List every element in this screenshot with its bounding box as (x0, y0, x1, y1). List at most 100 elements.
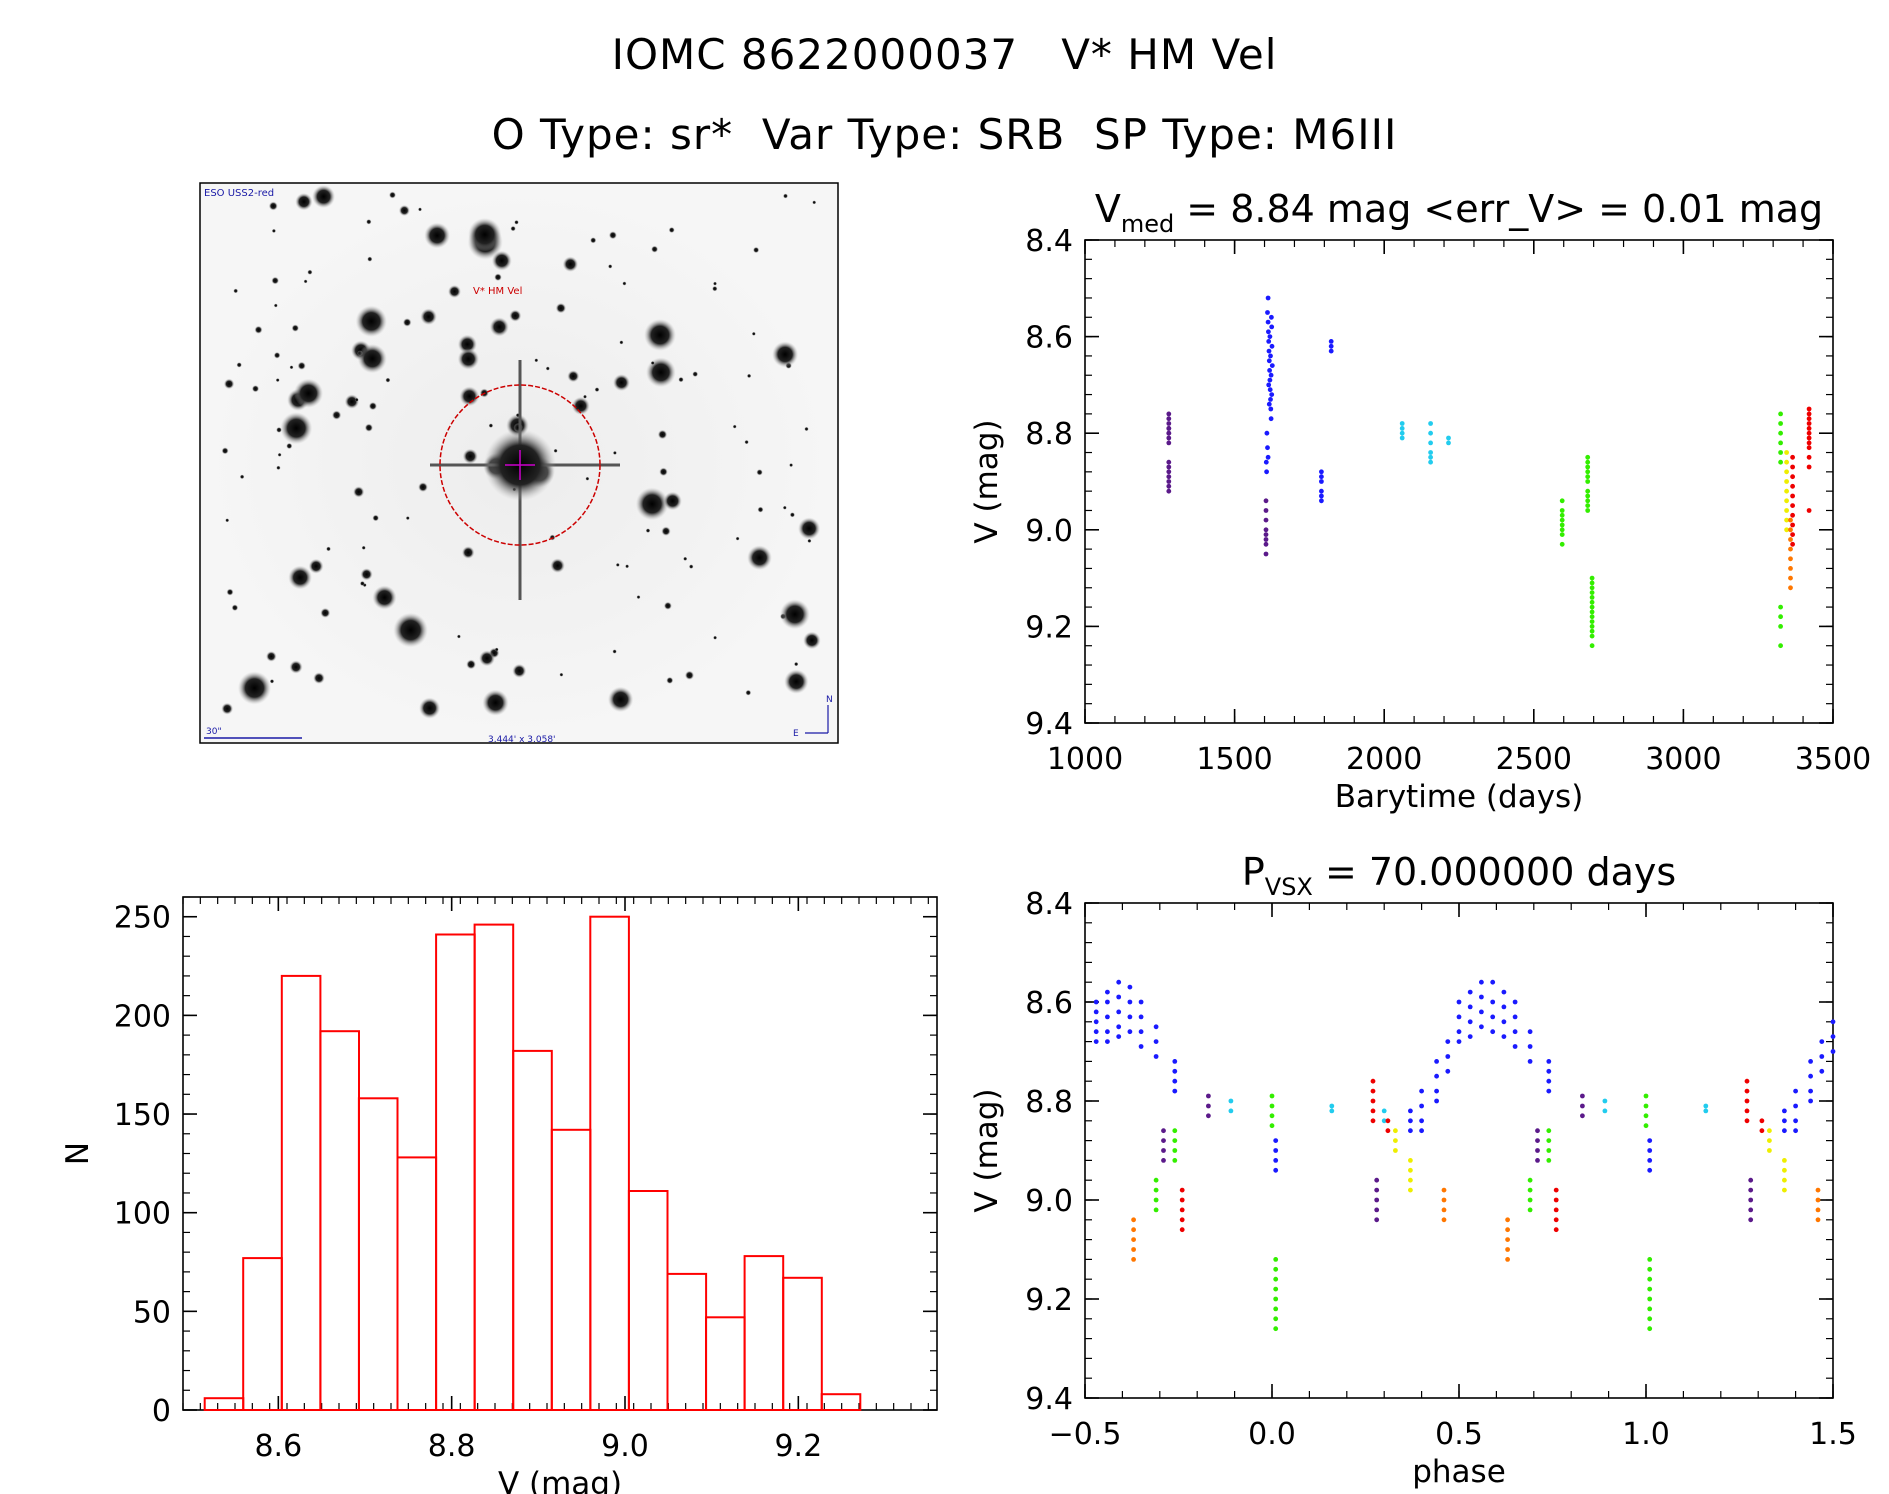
lightcurve-point (1806, 440, 1812, 446)
phased-point (1647, 1286, 1653, 1292)
phased-point (1748, 1177, 1754, 1183)
lightcurve-xtick-label: 1500 (1196, 742, 1272, 777)
phased-point (1643, 1113, 1649, 1119)
lightcurve-point (1778, 459, 1783, 465)
phased-point (1206, 1113, 1211, 1119)
phased-point (1445, 1039, 1451, 1044)
phased-point (1553, 1217, 1559, 1223)
phased-point (1808, 1073, 1813, 1079)
lightcurve-point (1559, 498, 1565, 504)
phased-ytick-label: 8.4 (1025, 887, 1073, 922)
phased-point (1131, 1257, 1136, 1262)
phased-xtick-label: 0.0 (1248, 1417, 1296, 1452)
lightcurve-point (1428, 430, 1433, 436)
phased-point (1479, 1009, 1484, 1015)
phased-point (1273, 1158, 1279, 1163)
phased-point (1131, 1237, 1136, 1242)
phased-ytick-label: 9.0 (1025, 1184, 1073, 1219)
histogram-axes: 8.6 8.8 9.0 9.2 0 50 100 150 200 250 V (mag) N (60, 896, 938, 1494)
phased-ytick-label: 9.2 (1025, 1283, 1073, 1318)
phased-point (1819, 1039, 1825, 1044)
lightcurve-point (1806, 445, 1812, 451)
phased-point (1815, 1187, 1821, 1193)
lightcurve-point (1790, 541, 1795, 547)
phased-point (1793, 1103, 1798, 1109)
lightcurve-title: Vmed = 8.84 mag <err_V> = 0.01 mag (1095, 187, 1823, 238)
phased-point (1441, 1217, 1447, 1223)
phased-point (1441, 1207, 1447, 1213)
lightcurve-point (1428, 454, 1433, 460)
lightcurve-point (1265, 319, 1271, 325)
lightcurve-point (1269, 392, 1275, 397)
lightcurve-point (1269, 314, 1274, 320)
phased-point (1527, 1187, 1533, 1193)
phased-point (1490, 999, 1496, 1005)
phased-point (1643, 1093, 1649, 1099)
histogram-bar (705, 1316, 746, 1412)
lightcurve-point (1559, 532, 1565, 537)
phased-point (1172, 1128, 1178, 1134)
phased-point (1408, 1158, 1413, 1163)
lightcurve-point (1784, 488, 1789, 494)
histogram-ytick-label: 200 (114, 999, 171, 1034)
phased-point (1490, 1014, 1496, 1020)
phased-point (1744, 1098, 1750, 1104)
phased-xtick-label: −0.5 (1049, 1417, 1122, 1452)
phased-point (1172, 1059, 1178, 1064)
lightcurve-point (1788, 546, 1793, 552)
phased-point (1093, 999, 1099, 1005)
phased-point (1385, 1128, 1391, 1134)
histogram-bar (280, 974, 322, 1412)
lightcurve-point (1319, 474, 1324, 480)
phased-point (1819, 1068, 1825, 1074)
lightcurve-point (1166, 421, 1172, 426)
lightcurve-point (1166, 435, 1172, 441)
lightcurve-point (1166, 488, 1172, 494)
phased-point (1370, 1088, 1376, 1094)
phased-point (1206, 1093, 1211, 1099)
phased-point (1479, 1024, 1484, 1030)
lightcurve-ytick-label: 9.0 (1025, 514, 1073, 549)
phased-point (1408, 1128, 1413, 1134)
lightcurve-ytick-label: 9.2 (1025, 610, 1073, 645)
phased-point (1793, 1088, 1798, 1094)
lightcurve-point (1446, 440, 1451, 446)
phased-point (1546, 1148, 1552, 1153)
phased-point (1505, 1217, 1510, 1223)
histogram-ytick-label: 100 (114, 1197, 171, 1232)
lightcurve-point (1319, 498, 1324, 504)
lightcurve-point (1778, 421, 1783, 426)
phased-point (1647, 1167, 1653, 1173)
histogram-ylabel: N (60, 1142, 96, 1165)
lightcurve-xtick-label: 1000 (1047, 742, 1123, 777)
phased-point (1505, 1237, 1510, 1242)
lightcurve-point (1559, 527, 1565, 533)
lightcurve-point (1778, 643, 1783, 649)
lightcurve-point (1319, 488, 1324, 494)
lightcurve-point (1428, 440, 1433, 446)
phased-point (1374, 1187, 1380, 1193)
phased-point (1093, 1029, 1099, 1035)
phased-point (1512, 1029, 1518, 1035)
histogram-ytick-label: 150 (114, 1098, 171, 1133)
lightcurve-point (1585, 503, 1591, 508)
histogram-bar (473, 923, 515, 1411)
lightcurve-point (1166, 430, 1172, 436)
lightcurve-point (1589, 580, 1595, 586)
phased-point (1138, 1044, 1144, 1049)
lightcurve-point (1559, 512, 1565, 518)
phased-point (1767, 1148, 1772, 1153)
phased-point (1744, 1078, 1750, 1084)
lightcurve-point (1585, 508, 1591, 513)
lightcurve-point (1328, 343, 1334, 349)
phased-point (1419, 1103, 1424, 1109)
lightcurve-point (1788, 575, 1793, 581)
lightcurve-point (1559, 541, 1565, 547)
lightcurve-ylabel: V (mag) (969, 419, 1005, 543)
phased-point (1535, 1148, 1540, 1153)
lightcurve-point (1589, 619, 1595, 624)
histogram-bar (627, 1190, 669, 1411)
lightcurve-point (1788, 566, 1793, 571)
phased-point (1767, 1128, 1772, 1134)
phased-xtick-label: 0.5 (1435, 1417, 1483, 1452)
